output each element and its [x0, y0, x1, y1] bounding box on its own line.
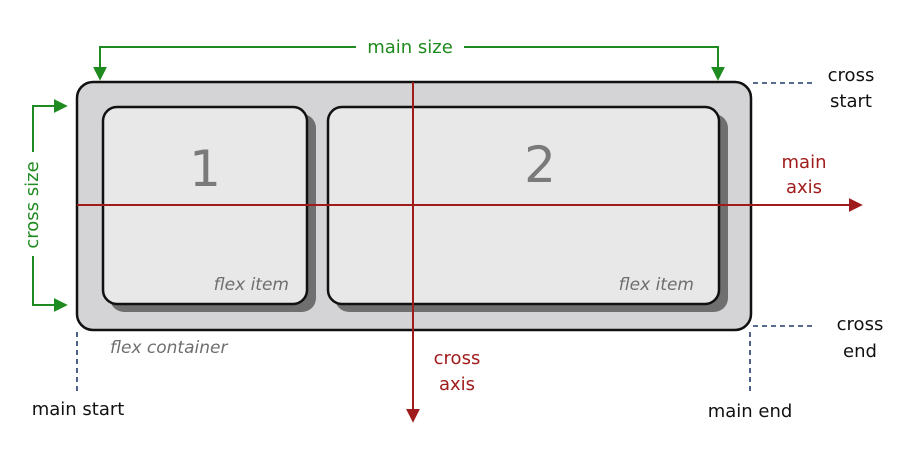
cross-start-label-line2: start [830, 91, 872, 112]
main-axis-label-line2: axis [786, 177, 822, 198]
main-axis-label-line1: main [782, 152, 827, 173]
cross-end-label-line2: end [843, 341, 877, 362]
main-end-label: main end [708, 401, 793, 422]
main-size-label: main size [367, 37, 453, 58]
cross-end-label-line1: cross [837, 314, 884, 335]
cross-start-label-line1: cross [828, 65, 875, 86]
cross-axis-label-line1: cross [434, 348, 481, 369]
main-start-label: main start [32, 399, 125, 420]
flex-container-label: flex container [110, 338, 228, 358]
flex-item-1-label: flex item [214, 275, 289, 295]
cross-size-label-bg [22, 152, 44, 256]
flex-item-1-number: 1 [189, 140, 221, 198]
flex-item-2-label: flex item [619, 275, 694, 295]
main-size-label-bg [356, 36, 464, 58]
cross-axis-label-line2: axis [439, 374, 475, 395]
cross-size-label: cross size [22, 161, 43, 248]
flex-item-2-number: 2 [524, 136, 556, 194]
